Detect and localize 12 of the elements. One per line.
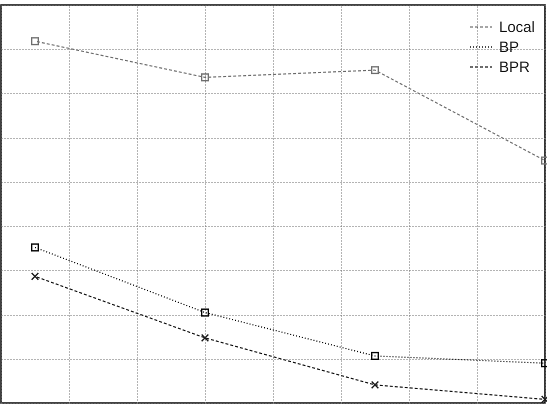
point	[30, 272, 40, 280]
legend-label: BPR	[499, 59, 530, 76]
point	[200, 308, 210, 317]
point	[370, 380, 380, 389]
point	[30, 243, 40, 252]
point	[370, 66, 380, 74]
point	[370, 352, 380, 360]
point	[200, 334, 210, 342]
point	[200, 73, 210, 82]
point	[30, 37, 40, 46]
legend-label: BP	[499, 39, 520, 56]
legend-label: Local	[499, 19, 535, 36]
